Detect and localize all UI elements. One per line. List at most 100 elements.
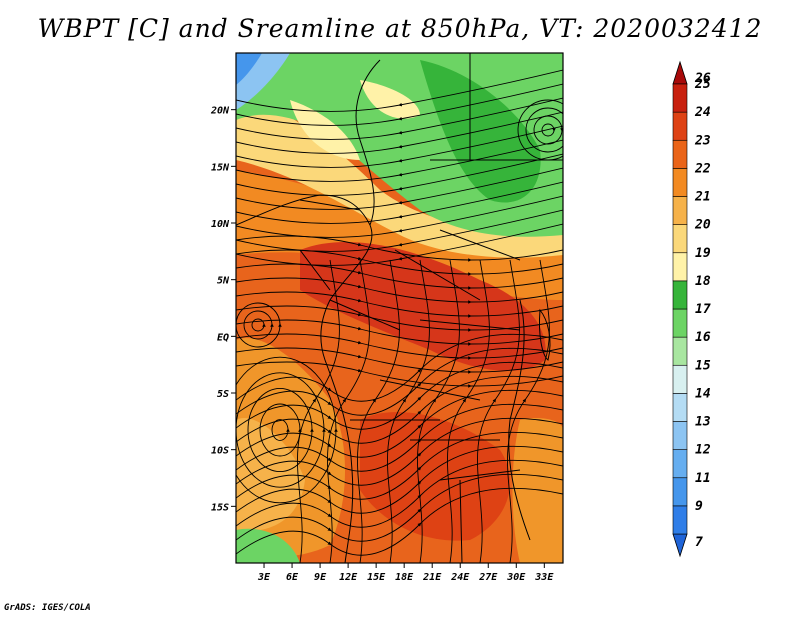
colorbar-min-triangle	[672, 533, 688, 558]
streamline	[236, 277, 563, 304]
colorbar-swatch	[672, 421, 688, 450]
streamline	[236, 356, 338, 504]
streamline	[236, 97, 563, 140]
colorbar-label: 22	[694, 161, 711, 176]
streamline	[251, 318, 266, 332]
streamline	[236, 235, 563, 262]
streamline	[236, 291, 563, 318]
streamline	[236, 302, 282, 348]
lon-tick-label: 24E	[450, 572, 470, 583]
lon-tick-label: 27E	[478, 572, 498, 583]
map-frame	[235, 52, 564, 564]
streamline	[236, 347, 563, 374]
colorbar-swatch	[672, 139, 688, 169]
colorbar-label: 17	[695, 302, 711, 317]
colorbar-swatch	[672, 224, 688, 254]
streamline	[533, 115, 563, 145]
streamline	[236, 195, 563, 238]
streamline	[236, 167, 563, 210]
isotherm-11-nw	[236, 53, 262, 85]
streamline	[247, 388, 314, 472]
lon-tick-label: 9E	[314, 572, 327, 583]
longitude-axis: 3E 6E 9E 12E 15E 18E 21E 24E 27E 30E 33E	[257, 563, 554, 583]
colorbar-label: 24	[694, 105, 711, 120]
lat-tick-label: 20N	[210, 106, 230, 117]
colorbar-swatch	[672, 393, 688, 422]
colorbar-swatch	[672, 252, 688, 282]
streamline	[236, 125, 563, 168]
lat-tick-label: 5N	[217, 276, 230, 287]
lat-tick-label: 10N	[211, 219, 230, 230]
streamline	[517, 99, 563, 161]
streamline	[327, 259, 370, 563]
lon-tick-label: 3E	[257, 572, 271, 583]
colorbar-label: 25	[694, 77, 711, 92]
lon-tick-label: 6E	[286, 572, 299, 583]
streamline	[541, 123, 556, 137]
streamline	[297, 259, 340, 563]
colorbar-swatch	[672, 336, 688, 366]
streamline	[507, 259, 550, 563]
colorbar-swatch	[672, 196, 688, 225]
streamline	[447, 259, 490, 563]
map-plot-area	[236, 53, 563, 563]
streamlines	[236, 69, 563, 563]
colorbar-label: 19	[695, 246, 711, 261]
streamline	[525, 107, 563, 153]
colorbar-label: 7	[695, 535, 703, 550]
lon-tick-label: 12E	[339, 572, 358, 583]
colorbar-swatch	[672, 111, 688, 141]
colorbar-swatch	[672, 168, 688, 197]
streamline	[259, 403, 302, 457]
streamline	[236, 153, 563, 196]
streamline	[236, 69, 563, 112]
lon-tick-label: 15E	[367, 572, 386, 583]
lat-tick-label: 15N	[211, 162, 230, 173]
lon-tick-label: 21E	[422, 572, 442, 583]
lat-tick-label: EQ	[217, 332, 229, 343]
streamline	[477, 259, 520, 563]
streamline	[387, 259, 430, 563]
colorbar-label: 26	[694, 71, 711, 86]
lat-tick-label: 5S	[217, 389, 229, 400]
lat-tick-label: 15S	[211, 502, 229, 513]
colorbar-swatch	[672, 364, 688, 394]
colorbar-max-triangle	[672, 60, 688, 85]
colorbar-swatch	[672, 83, 688, 113]
colorbar-label: 21	[694, 190, 711, 205]
colorbar-label: 20	[694, 218, 711, 233]
streamline	[357, 259, 400, 563]
isotherm-21-atlantic	[236, 418, 305, 531]
colorbar-label: 16	[695, 330, 711, 345]
colorbar-label: 18	[695, 274, 711, 289]
colorbar-label: 11	[695, 471, 711, 486]
latitude-axis: 20N 15N 10N 5N EQ 5S 10S 15S	[210, 106, 236, 513]
colorbar-swatch	[672, 477, 688, 507]
streamline	[236, 487, 563, 556]
isotherm-16-sw	[236, 528, 300, 563]
colorbar-label: 15	[695, 358, 711, 373]
streamline	[236, 181, 563, 224]
east-coast-orange	[512, 418, 563, 563]
colorbar-swatch	[672, 280, 688, 310]
streamline	[236, 263, 563, 290]
lon-tick-label: 33E	[534, 572, 554, 583]
streamline	[417, 259, 460, 563]
streamline	[236, 83, 563, 126]
lon-tick-label: 18E	[395, 572, 414, 583]
colorbar-label: 23	[694, 133, 711, 148]
streamline	[236, 305, 563, 332]
streamline	[236, 111, 563, 154]
grads-credit: GrADS: IGES/COLA	[4, 603, 91, 613]
lat-tick-label: 10S	[211, 446, 229, 457]
streamline	[243, 310, 274, 340]
streamline	[271, 419, 290, 441]
isotherm-18-patch	[360, 80, 420, 119]
map-title: WBPT [C] and Sreamline at 850hPa, VT: 20…	[37, 14, 763, 43]
colorbar-swatch	[672, 505, 688, 535]
streamline	[236, 333, 563, 360]
lon-tick-label: 30E	[506, 572, 526, 583]
colorbar-label: 14	[695, 386, 711, 401]
